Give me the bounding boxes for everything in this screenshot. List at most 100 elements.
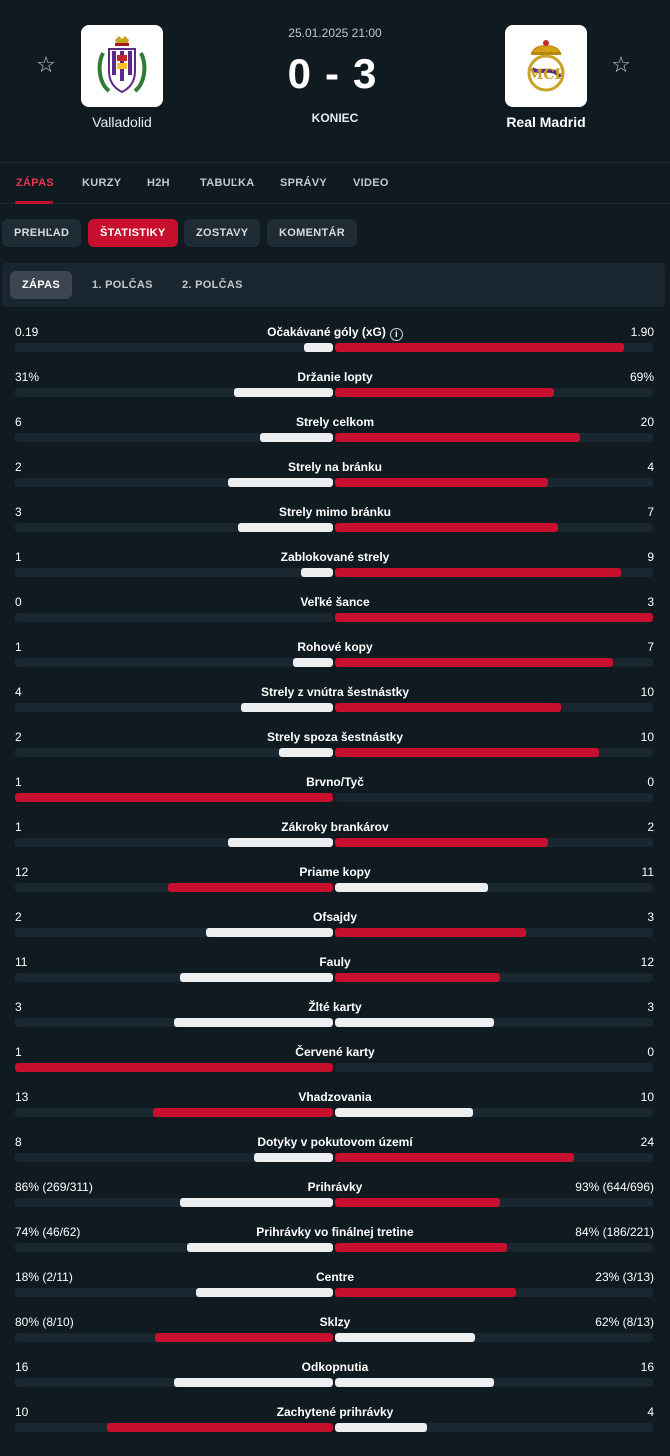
stat-row: 1 Červené karty 0 xyxy=(0,1039,670,1084)
stat-away-bar xyxy=(335,1153,574,1162)
stat-home-track xyxy=(15,748,333,757)
favorite-away-star-icon[interactable]: ☆ xyxy=(611,53,631,78)
period-first-half[interactable]: 1. POLČAS xyxy=(92,279,153,291)
stat-away-value: 0 xyxy=(647,1045,654,1059)
stat-label: Rohové kopy xyxy=(135,640,535,654)
stat-label: Žlté karty xyxy=(135,1000,535,1014)
stat-home-track xyxy=(15,1243,333,1252)
stat-away-track xyxy=(335,1108,653,1117)
subtab-prehlad[interactable]: PREHĽAD xyxy=(2,219,82,247)
period-selector: ZÁPAS 1. POLČAS 2. POLČAS xyxy=(2,263,665,307)
match-header: ☆ Valladolid 25.01.2025 21:00 0-3 KONIEC… xyxy=(0,0,670,162)
tab-kurzy[interactable]: KURZY xyxy=(82,177,122,189)
tab-h2h[interactable]: H2H xyxy=(147,177,170,189)
subtab-zostavy[interactable]: ZOSTAVY xyxy=(184,219,261,247)
stat-home-value: 3 xyxy=(15,505,22,519)
stat-away-bar xyxy=(335,838,549,847)
stat-home-bar xyxy=(240,703,333,712)
stat-home-track xyxy=(15,1423,333,1432)
stat-away-bar xyxy=(335,613,653,622)
stat-away-track xyxy=(335,928,653,937)
stat-home-track xyxy=(15,388,333,397)
stat-home-value: 0.19 xyxy=(15,325,39,339)
stat-away-value: 3 xyxy=(647,595,654,609)
stat-label-text: Zákroky brankárov xyxy=(281,820,389,834)
stat-label: Očakávané góly (xG) i xyxy=(135,325,535,341)
stat-home-bar xyxy=(228,838,333,847)
stat-row: 86% (269/311) Prihrávky 93% (644/696) xyxy=(0,1174,670,1219)
stat-row: 31% Držanie lopty 69% xyxy=(0,364,670,409)
stat-label-text: Vhadzovania xyxy=(298,1090,372,1104)
stat-home-bar xyxy=(167,883,333,892)
stat-away-value: 69% xyxy=(629,370,654,384)
stat-label-text: Centre xyxy=(315,1270,354,1284)
stat-home-track xyxy=(15,658,333,667)
stat-away-value: 20 xyxy=(640,415,654,429)
stat-home-value: 2 xyxy=(15,910,22,924)
stat-home-bar xyxy=(228,478,333,487)
stat-home-bar xyxy=(15,793,333,802)
stat-away-track xyxy=(335,703,653,712)
tab-tabulka[interactable]: TABUĽKA xyxy=(200,177,255,189)
stat-away-bar xyxy=(335,748,599,757)
stat-row: 13 Vhadzovania 10 xyxy=(0,1084,670,1129)
period-zapas[interactable]: ZÁPAS xyxy=(10,271,72,299)
stat-home-track xyxy=(15,1063,333,1072)
stat-away-track xyxy=(335,523,653,532)
stat-away-track xyxy=(335,748,653,757)
away-team-logo[interactable]: MCF xyxy=(505,25,587,107)
stat-away-bar xyxy=(335,1288,517,1297)
stat-away-track xyxy=(335,838,653,847)
stat-away-track xyxy=(335,1018,653,1027)
favorite-home-star-icon[interactable]: ☆ xyxy=(36,53,56,78)
tab-zapas[interactable]: ZÁPAS xyxy=(16,177,54,189)
stat-label-text: Sklzy xyxy=(319,1315,351,1329)
stat-away-value: 24 xyxy=(640,1135,654,1149)
stat-label-text: Očakávané góly (xG) xyxy=(267,325,386,339)
score-separator: - xyxy=(325,50,345,97)
tab-spravy[interactable]: SPRÁVY xyxy=(280,177,328,189)
stat-home-value: 0 xyxy=(15,595,22,609)
stat-home-value: 31% xyxy=(15,370,40,384)
stat-label: Vhadzovania xyxy=(135,1090,535,1104)
stat-home-value: 1 xyxy=(15,550,22,564)
stat-home-value: 13 xyxy=(15,1090,29,1104)
stat-away-track xyxy=(335,613,653,622)
stat-away-bar xyxy=(335,1198,501,1207)
away-team-name[interactable]: Real Madrid xyxy=(506,114,586,130)
stat-away-track xyxy=(335,433,653,442)
period-second-half[interactable]: 2. POLČAS xyxy=(182,279,243,291)
stat-row: 74% (46/62) Prihrávky vo finálnej tretine… xyxy=(0,1219,670,1264)
away-score: 3 xyxy=(353,50,383,97)
stat-row: 6 Strely celkom 20 xyxy=(0,409,670,454)
subtab-statistiky[interactable]: ŠTATISTIKY xyxy=(88,219,178,247)
stat-home-value: 18% (2/11) xyxy=(15,1270,73,1284)
stat-home-value: 11 xyxy=(15,955,28,969)
stat-away-value: 62% (8/13) xyxy=(595,1315,654,1329)
stat-home-track xyxy=(15,613,333,622)
home-team-logo[interactable] xyxy=(81,25,163,107)
stat-home-value: 74% (46/62) xyxy=(15,1225,81,1239)
stat-away-bar xyxy=(335,928,526,937)
real-madrid-crest-icon: MCF xyxy=(527,40,565,92)
stat-label-text: Rohové kopy xyxy=(297,640,373,654)
stat-label: Fauly xyxy=(135,955,535,969)
stat-home-track xyxy=(15,1333,333,1342)
subtab-komentar[interactable]: KOMENTÁR xyxy=(267,219,357,247)
info-icon[interactable]: i xyxy=(389,328,403,341)
stat-home-value: 4 xyxy=(15,685,22,699)
stat-away-value: 10 xyxy=(640,685,654,699)
stat-row: 18% (2/11) Centre 23% (3/13) xyxy=(0,1264,670,1309)
home-score: 0 xyxy=(287,50,317,97)
stat-home-bar xyxy=(253,1153,333,1162)
stat-home-track xyxy=(15,568,333,577)
stat-away-value: 1.90 xyxy=(630,325,654,339)
stat-away-bar xyxy=(335,478,549,487)
svg-text:MCF: MCF xyxy=(528,67,565,83)
stat-home-value: 1 xyxy=(15,820,22,834)
stat-label: Strely z vnútra šestnástky xyxy=(135,685,535,699)
stat-home-track xyxy=(15,973,333,982)
tab-video[interactable]: VIDEO xyxy=(353,177,389,189)
home-team-name[interactable]: Valladolid xyxy=(92,114,152,130)
stat-label: Dotyky v pokutovom území xyxy=(135,1135,535,1149)
